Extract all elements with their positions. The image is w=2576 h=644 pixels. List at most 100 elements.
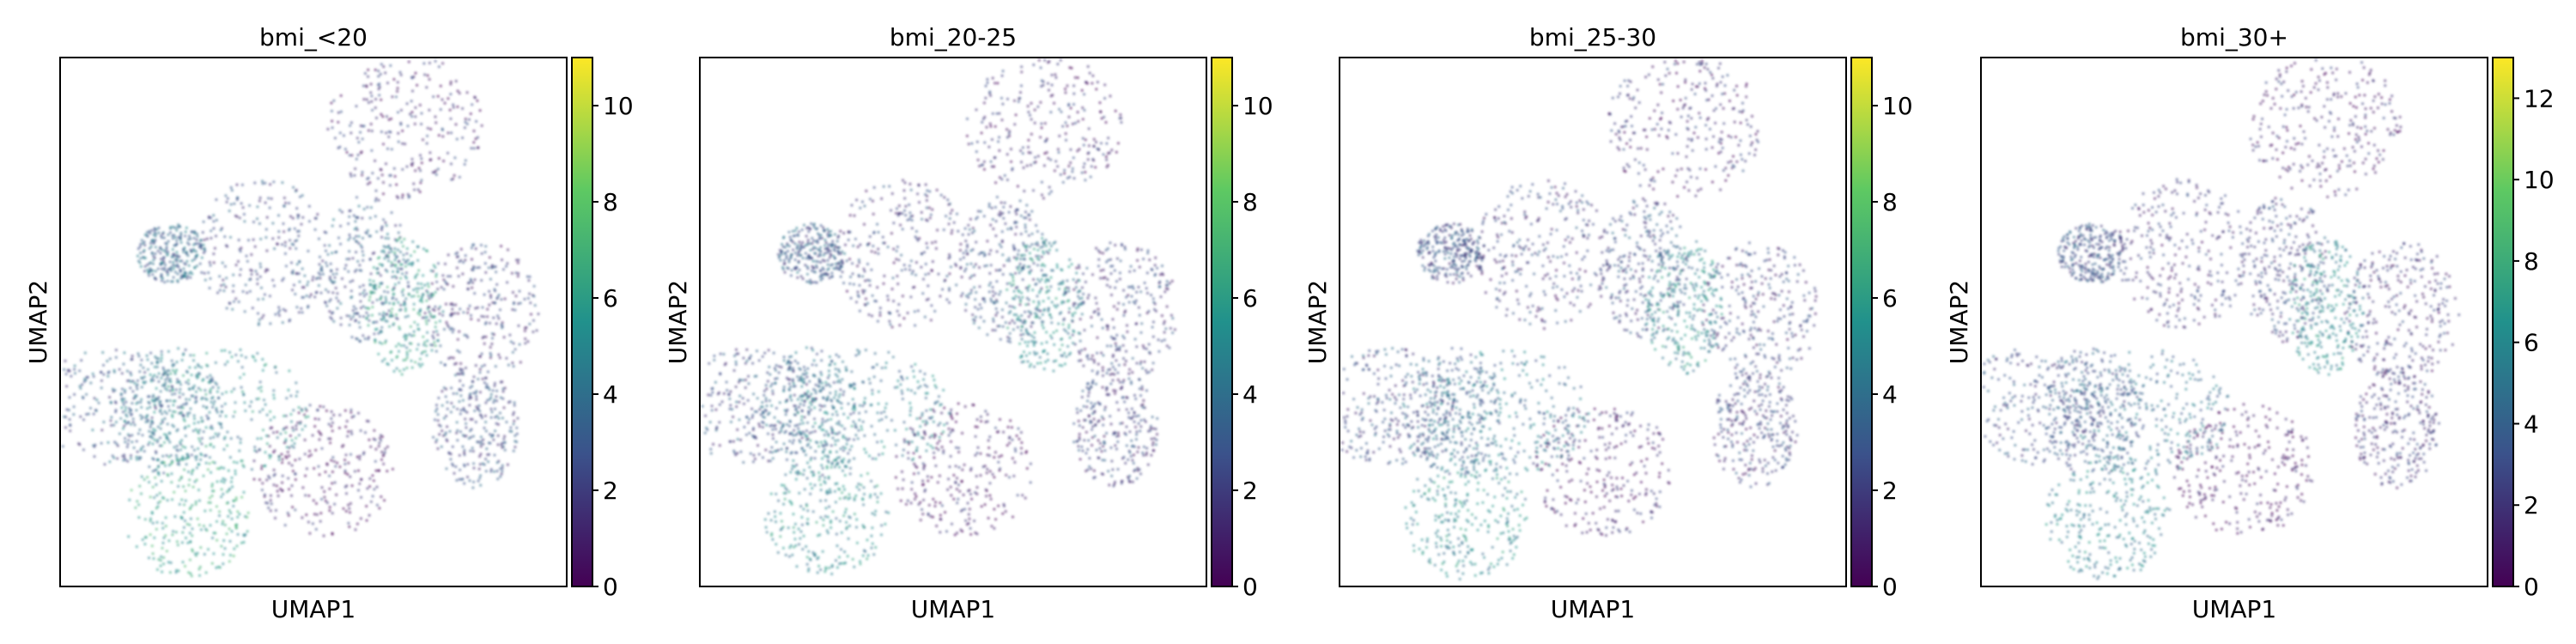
cell-point [517, 271, 520, 276]
cell-point [516, 261, 519, 264]
cell-point [256, 277, 259, 281]
cell-point [333, 280, 337, 283]
cell-point [345, 484, 349, 488]
cell-point [236, 510, 240, 513]
cell-point [461, 398, 465, 402]
cell-point [1033, 331, 1036, 334]
cell-point [1145, 271, 1149, 275]
cell-point [986, 420, 989, 423]
cell-point [284, 309, 288, 313]
cell-point [1009, 148, 1013, 151]
cell-point [186, 275, 190, 278]
cell-point [933, 240, 938, 244]
cell-point [453, 156, 457, 160]
cell-point [165, 247, 168, 251]
cell-point [1016, 208, 1019, 211]
cell-point [971, 248, 975, 252]
cell-point [122, 362, 125, 366]
cell-point [318, 438, 321, 441]
cell-point [396, 111, 400, 114]
cell-point [234, 264, 238, 267]
cell-point [187, 243, 191, 246]
cell-point [455, 137, 459, 141]
cell-point [292, 185, 295, 189]
cell-point [118, 432, 121, 435]
cell-point [203, 552, 206, 556]
cell-point [950, 522, 954, 526]
cell-point [147, 443, 150, 447]
cell-point [437, 423, 440, 427]
cell-point [436, 413, 440, 416]
cell-point [1001, 325, 1005, 328]
cell-point [1082, 292, 1085, 295]
cell-point [180, 358, 184, 361]
cell-point [149, 267, 152, 270]
cell-point [450, 131, 453, 135]
cell-point [436, 262, 440, 265]
cell-point [356, 153, 360, 157]
cell-point [288, 461, 291, 465]
cell-point [515, 440, 519, 444]
cell-point [72, 413, 76, 416]
cell-point [356, 469, 361, 472]
cell-point [1140, 322, 1144, 325]
cell-point [895, 258, 898, 261]
cell-point [1030, 132, 1033, 136]
cell-point [1135, 322, 1139, 325]
cell-point [154, 276, 157, 280]
cell-point [187, 264, 191, 267]
cell-point [347, 270, 350, 273]
cell-point [157, 380, 161, 383]
cell-point [1010, 284, 1013, 288]
cell-point [902, 478, 905, 482]
cell-point [160, 248, 164, 252]
cell-point [221, 522, 224, 526]
cell-point [471, 449, 475, 453]
cell-point [206, 417, 210, 421]
cell-point [492, 401, 495, 404]
cell-point [1110, 149, 1114, 152]
cell-point [984, 410, 987, 413]
cell-point [858, 404, 862, 407]
cell-point [993, 456, 996, 459]
cell-point [1071, 314, 1074, 318]
cell-point [374, 106, 377, 110]
cell-point [120, 406, 124, 410]
cell-point [1038, 355, 1042, 359]
cluster-4 [965, 58, 1123, 200]
cell-point [92, 412, 95, 416]
cell-point [139, 448, 143, 452]
cell-point [339, 316, 343, 319]
cell-point [180, 541, 184, 544]
cell-point [1130, 295, 1133, 298]
cell-point [1024, 230, 1028, 234]
cell-point [1003, 201, 1006, 204]
cell-point [193, 265, 197, 269]
cell-point [436, 419, 440, 422]
cell-point [890, 288, 894, 291]
cell-point [240, 246, 243, 250]
cell-point [466, 311, 470, 314]
cell-point [223, 349, 227, 352]
cell-point [225, 276, 228, 280]
cell-point [261, 428, 265, 432]
cell-point [192, 354, 196, 357]
cell-point [240, 459, 244, 463]
cell-point [385, 301, 388, 304]
cell-point [833, 233, 837, 236]
cell-point [1034, 283, 1037, 286]
cell-point [472, 375, 476, 379]
cell-point [373, 251, 376, 255]
cell-point [459, 468, 462, 471]
cell-point [319, 512, 323, 515]
cell-point [178, 391, 181, 394]
cell-point [1012, 474, 1016, 478]
cell-point [160, 258, 163, 261]
cell-point [378, 94, 381, 97]
cell-point [1018, 437, 1021, 440]
cell-point [140, 386, 143, 389]
cell-point [476, 146, 480, 149]
cell-point [837, 252, 841, 256]
cell-point [988, 122, 992, 125]
